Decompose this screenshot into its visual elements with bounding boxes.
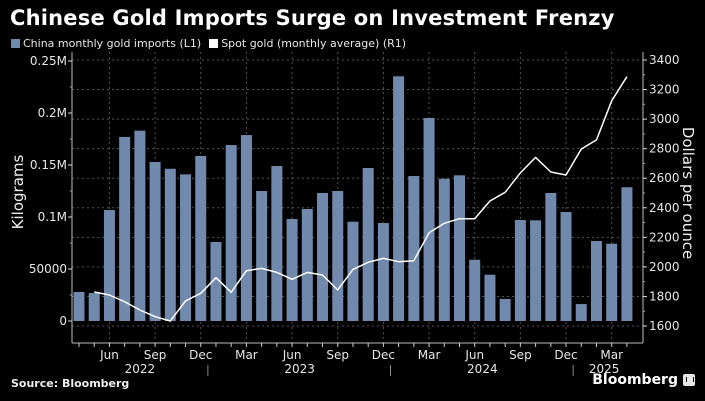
bar (438, 178, 450, 321)
bloomberg-logo: Bloomberg (592, 372, 695, 388)
axes: 0 50000 0.1M 0.15M 0.2M 0.25M 1600 1800 2000 2200… (29, 52, 680, 376)
right-tick-label: 1600 (649, 319, 680, 333)
bar (301, 208, 313, 321)
right-tick-label: 2200 (649, 230, 680, 244)
left-tick-label: 0.25M (30, 54, 67, 68)
right-tick-label: 3400 (649, 53, 680, 67)
bar (423, 117, 435, 321)
right-tick-label: 3200 (649, 83, 680, 97)
right-tick-label: 2600 (649, 171, 680, 185)
x-month-label: Jun (282, 348, 302, 362)
source-note: Source: Bloomberg (11, 377, 130, 390)
bar (545, 192, 557, 321)
bar (377, 223, 389, 321)
legend-item-spot-gold: Spot gold (monthly average) (R1) (209, 37, 406, 50)
bar (256, 191, 268, 321)
left-tick-label: 0 (59, 314, 67, 328)
right-tick-label: 1800 (649, 289, 680, 303)
bar (332, 191, 344, 321)
bar (271, 166, 283, 321)
bar (454, 175, 465, 321)
right-tick-label: 2000 (649, 260, 680, 274)
bar (499, 298, 511, 321)
x-month-label: Sep (144, 348, 167, 362)
legend-item-imports: China monthly gold imports (L1) (11, 37, 201, 50)
x-year-label: 2023 (284, 362, 315, 376)
bar (560, 212, 572, 321)
bar (225, 145, 237, 321)
right-tick-label: 2800 (649, 142, 680, 156)
bar (164, 168, 176, 321)
bar (134, 130, 146, 321)
bar (210, 241, 222, 321)
x-month-label: Dec (554, 348, 577, 362)
bar (606, 243, 618, 321)
x-month-label: Sep (509, 348, 532, 362)
right-tick-label: 3000 (649, 112, 680, 126)
bloomberg-chart-icon (683, 374, 695, 386)
brand-text: Bloomberg (592, 372, 678, 388)
bar (514, 220, 526, 321)
x-year-label: 2024 (467, 362, 498, 376)
x-year-label: 2022 (125, 362, 156, 376)
bar (317, 192, 329, 321)
bar (484, 274, 496, 321)
line-series (94, 76, 628, 322)
right-tick-label: 2400 (649, 201, 680, 215)
x-month-label: Mar (600, 348, 623, 362)
bar (530, 220, 542, 321)
left-tick-label: 0.15M (30, 158, 67, 172)
bar (73, 291, 85, 321)
right-axis-title: Dollars per ounce (679, 127, 697, 259)
x-month-label: Jun (464, 348, 484, 362)
bar (469, 259, 481, 321)
x-month-label: Mar (418, 348, 441, 362)
x-month-label: Sep (326, 348, 349, 362)
spot-gold-line (94, 76, 628, 322)
bar (393, 76, 405, 322)
left-tick-label: 0.1M (38, 210, 67, 224)
x-month-label: Dec (372, 348, 395, 362)
bar (575, 304, 587, 321)
bar (590, 241, 602, 321)
bar-series (73, 76, 633, 322)
x-month-label: Dec (189, 348, 212, 362)
left-tick-label: 50000 (29, 262, 67, 276)
legend-label-spot-gold: Spot gold (monthly average) (R1) (221, 37, 407, 50)
bar (286, 218, 298, 321)
bar (103, 210, 115, 321)
chart-title: Chinese Gold Imports Surge on Investment… (10, 6, 615, 30)
left-axis-title: Kilograms (9, 154, 27, 229)
legend-label-imports: China monthly gold imports (L1) (23, 37, 202, 50)
left-tick-label: 0.2M (38, 106, 67, 120)
bar (240, 135, 252, 321)
legend-swatch-spot-gold (209, 39, 219, 48)
bar (408, 176, 420, 321)
x-year-label: 2025 (589, 362, 620, 376)
legend-swatch-imports (11, 39, 20, 48)
bar (88, 293, 100, 321)
bar (149, 161, 161, 321)
chart-legend: China monthly gold imports (L1) Spot gol… (11, 37, 406, 50)
x-month-label: Mar (235, 348, 258, 362)
bar (119, 136, 131, 321)
bar (362, 168, 374, 321)
x-month-label: Jun (99, 348, 119, 362)
bar (195, 155, 207, 321)
bar (180, 174, 192, 321)
bar (621, 187, 633, 321)
bar (347, 221, 359, 321)
